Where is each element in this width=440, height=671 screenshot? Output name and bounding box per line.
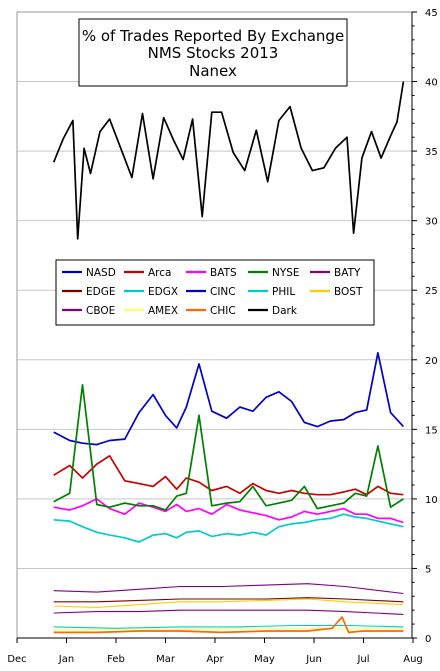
y-axis: 0 5 10 15 20 25 30 35 40 45 <box>411 8 438 645</box>
legend-label-bost: BOST <box>334 286 363 298</box>
y-tick-label: 40 <box>425 78 438 89</box>
legend-label-amex: AMEX <box>148 305 178 317</box>
legend-label-nyse: NYSE <box>272 267 300 279</box>
y-tick-label: 35 <box>425 147 438 158</box>
series-line-arca <box>53 454 404 496</box>
x-tick-label: Jun <box>305 654 322 665</box>
legend-label-edge: EDGE <box>86 286 116 298</box>
y-tick-label: 25 <box>425 286 438 297</box>
series-lines <box>52 81 405 634</box>
legend: NASD Arca BATS NYSE BATY EDGE EDGX CINC PHIL BOST… <box>55 259 375 326</box>
y-tick-label: 30 <box>425 217 438 228</box>
y-tick-label: 45 <box>425 8 438 19</box>
y-tick-label: 5 <box>425 564 431 575</box>
x-tick-label: May <box>254 654 275 665</box>
title-frame <box>78 18 348 87</box>
x-tick-label: Apr <box>206 654 224 665</box>
legend-label-chic: CHIC <box>210 305 236 317</box>
series-line-bost <box>53 598 404 608</box>
series-line-edge <box>53 597 404 603</box>
series-line-nasd <box>53 351 405 446</box>
y-tick-label: 20 <box>425 356 438 367</box>
x-tick-label: Mar <box>156 654 176 665</box>
legend-label-bats: BATS <box>210 267 237 279</box>
legend-label-cboe: CBOE <box>86 305 115 317</box>
chart-title-line: Nanex <box>189 62 237 80</box>
legend-frame <box>55 259 375 326</box>
series-line-bats <box>53 498 404 524</box>
legend-label-edgx: EDGX <box>148 286 178 298</box>
x-tick-label: Feb <box>107 654 125 665</box>
series-line-cboe <box>53 609 404 615</box>
legend-label-phil: PHIL <box>272 286 295 298</box>
series-line-dark <box>52 81 405 240</box>
legend-label-cinc: CINC <box>210 286 236 298</box>
chart-title-line: % of Trades Reported By Exchange <box>82 27 344 45</box>
y-tick-label: 0 <box>425 634 431 645</box>
legend-label-nasd: NASD <box>86 267 116 279</box>
x-axis: Dec Jan Feb Mar Apr May Jun Jul Aug <box>7 637 423 665</box>
series-line-nyse <box>53 383 404 511</box>
legend-label-arca: Arca <box>148 267 171 279</box>
series-line-edgx <box>53 513 404 543</box>
legend-label-dark: Dark <box>272 305 298 317</box>
x-tick-label: Dec <box>7 654 26 665</box>
y-tick-label: 15 <box>425 425 438 436</box>
legend-label-baty: BATY <box>334 267 361 279</box>
series-line-amex <box>53 627 404 631</box>
x-tick-label: Jul <box>356 654 369 665</box>
series-line-baty <box>53 583 404 595</box>
series-line-chic <box>53 616 404 634</box>
chart-title-line: NMS Stocks 2013 <box>148 44 279 62</box>
x-tick-label: Aug <box>403 654 423 665</box>
x-tick-label: Jan <box>58 654 74 665</box>
y-tick-label: 10 <box>425 495 438 506</box>
